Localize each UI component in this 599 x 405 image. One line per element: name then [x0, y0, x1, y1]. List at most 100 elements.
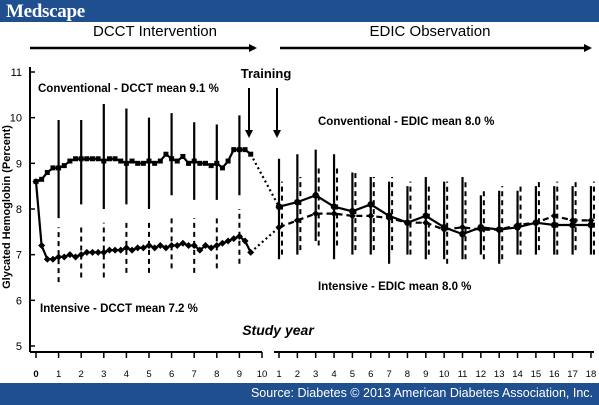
data-point-conventional-edic	[367, 201, 375, 208]
data-point-conventional-edic	[422, 212, 430, 220]
x-tick-label-edic: 11	[458, 369, 468, 380]
data-point-intensive-dcct	[202, 242, 209, 250]
data-point-intensive-edic	[348, 212, 356, 220]
data-point-conventional-dcct	[95, 156, 101, 162]
data-point-intensive-dcct	[168, 242, 176, 250]
y-tick-label: 7	[16, 250, 22, 262]
data-point-intensive-edic	[514, 221, 522, 229]
data-point-intensive-dcct	[173, 242, 181, 250]
data-point-conventional-dcct	[39, 176, 45, 182]
x-tick-label-dcct: 1	[56, 369, 61, 380]
data-point-intensive-dcct	[60, 253, 68, 261]
data-point-conventional-edic	[275, 203, 283, 211]
data-point-intensive-edic	[532, 219, 540, 227]
data-point-intensive-dcct	[241, 237, 249, 245]
data-point-conventional-dcct	[203, 160, 208, 166]
data-point-conventional-edic	[550, 221, 558, 229]
data-point-intensive-dcct	[185, 242, 193, 250]
y-tick-label: 9	[16, 158, 22, 170]
data-point-intensive-dcct	[32, 178, 40, 186]
data-point-intensive-dcct	[207, 244, 215, 252]
data-point-conventional-dcct	[242, 147, 248, 153]
data-point-conventional-dcct	[152, 160, 158, 166]
data-point-intensive-dcct	[55, 253, 63, 261]
data-point-intensive-edic	[385, 214, 393, 222]
medscape-logo: Medscape	[6, 1, 85, 22]
annotation-intensive-edic: Intensive - EDIC mean 8.0 %	[318, 281, 471, 293]
data-point-intensive-dcct	[139, 244, 147, 252]
y-axis-title: Glycated Hemoglobin (Percent)	[1, 125, 13, 289]
data-point-conventional-dcct	[84, 156, 90, 162]
data-point-intensive-dcct	[156, 242, 164, 250]
data-point-intensive-dcct	[49, 255, 57, 263]
data-point-intensive-edic	[459, 223, 466, 231]
annotation-conventional-edic: Conventional - EDIC mean 8.0 %	[318, 116, 494, 128]
data-point-conventional-dcct	[236, 147, 242, 153]
series-line-conventional-edic	[278, 194, 591, 236]
data-point-conventional-dcct	[180, 153, 186, 159]
data-point-conventional-dcct	[73, 156, 79, 162]
x-tick-label-edic: 16	[549, 369, 560, 380]
data-point-intensive-dcct	[213, 242, 221, 250]
data-point-conventional-edic	[587, 221, 595, 229]
data-point-intensive-edic	[275, 223, 283, 231]
data-point-intensive-dcct	[38, 242, 46, 250]
x-tick-label-edic: 7	[386, 369, 391, 380]
data-point-intensive-dcct	[196, 246, 204, 254]
data-point-conventional-edic	[349, 207, 356, 215]
x-tick-label-dcct: 2	[79, 369, 84, 380]
data-point-conventional-dcct	[197, 160, 203, 166]
data-point-conventional-dcct	[231, 147, 237, 153]
x-tick-label-edic: 8	[405, 369, 410, 380]
data-point-intensive-dcct	[72, 253, 80, 261]
data-point-conventional-dcct	[219, 165, 225, 171]
transition-intensive	[249, 226, 280, 254]
data-point-intensive-dcct	[235, 232, 243, 240]
data-point-conventional-dcct	[61, 163, 67, 169]
x-tick-label-edic: 12	[476, 369, 487, 380]
data-point-intensive-dcct	[162, 244, 170, 252]
x-tick-label-edic: 15	[531, 369, 542, 380]
data-point-intensive-dcct	[190, 242, 198, 250]
data-point-intensive-edic	[422, 219, 430, 227]
x-tick-label-dcct: 9	[237, 369, 242, 380]
data-point-intensive-dcct	[247, 248, 255, 256]
data-point-conventional-dcct	[101, 158, 107, 164]
data-point-conventional-dcct	[214, 160, 220, 166]
data-point-conventional-dcct	[191, 158, 197, 164]
data-point-intensive-dcct	[77, 251, 85, 259]
data-point-conventional-dcct	[44, 169, 50, 175]
data-point-intensive-dcct	[145, 242, 153, 250]
data-point-intensive-edic	[569, 216, 577, 224]
data-point-conventional-dcct	[225, 158, 231, 164]
training-label: Training	[241, 66, 292, 81]
data-point-conventional-dcct	[186, 160, 192, 166]
data-point-conventional-edic	[312, 192, 320, 199]
x-tick-label-dcct: 3	[101, 369, 106, 380]
data-point-conventional-dcct	[157, 158, 163, 164]
data-point-intensive-dcct	[105, 246, 113, 254]
data-point-intensive-edic	[587, 216, 595, 224]
data-point-conventional-dcct	[163, 151, 169, 157]
data-point-conventional-edic	[294, 198, 301, 206]
data-point-conventional-dcct	[56, 165, 62, 171]
data-point-intensive-dcct	[134, 244, 142, 252]
data-point-conventional-dcct	[67, 158, 73, 164]
data-point-intensive-dcct	[111, 246, 119, 254]
data-point-intensive-dcct	[151, 244, 159, 252]
data-point-conventional-dcct	[208, 163, 214, 169]
data-point-conventional-dcct	[106, 156, 112, 162]
data-point-intensive-edic	[440, 226, 448, 234]
y-tick-label: 8	[16, 204, 22, 216]
x-tick-label-edic: 2	[295, 369, 300, 380]
x-tick-label-edic: 14	[512, 369, 523, 380]
data-point-conventional-dcct	[169, 156, 175, 162]
transition-conventional	[249, 153, 280, 208]
data-point-intensive-edic	[330, 210, 338, 218]
data-point-conventional-dcct	[146, 158, 152, 164]
annotation-conventional-dcct: Conventional - DCCT mean 9.1 %	[38, 83, 219, 95]
data-point-conventional-dcct	[135, 160, 141, 166]
x-tick-label-dcct: 7	[192, 369, 197, 380]
x-tick-label-dcct: 0	[33, 369, 38, 380]
